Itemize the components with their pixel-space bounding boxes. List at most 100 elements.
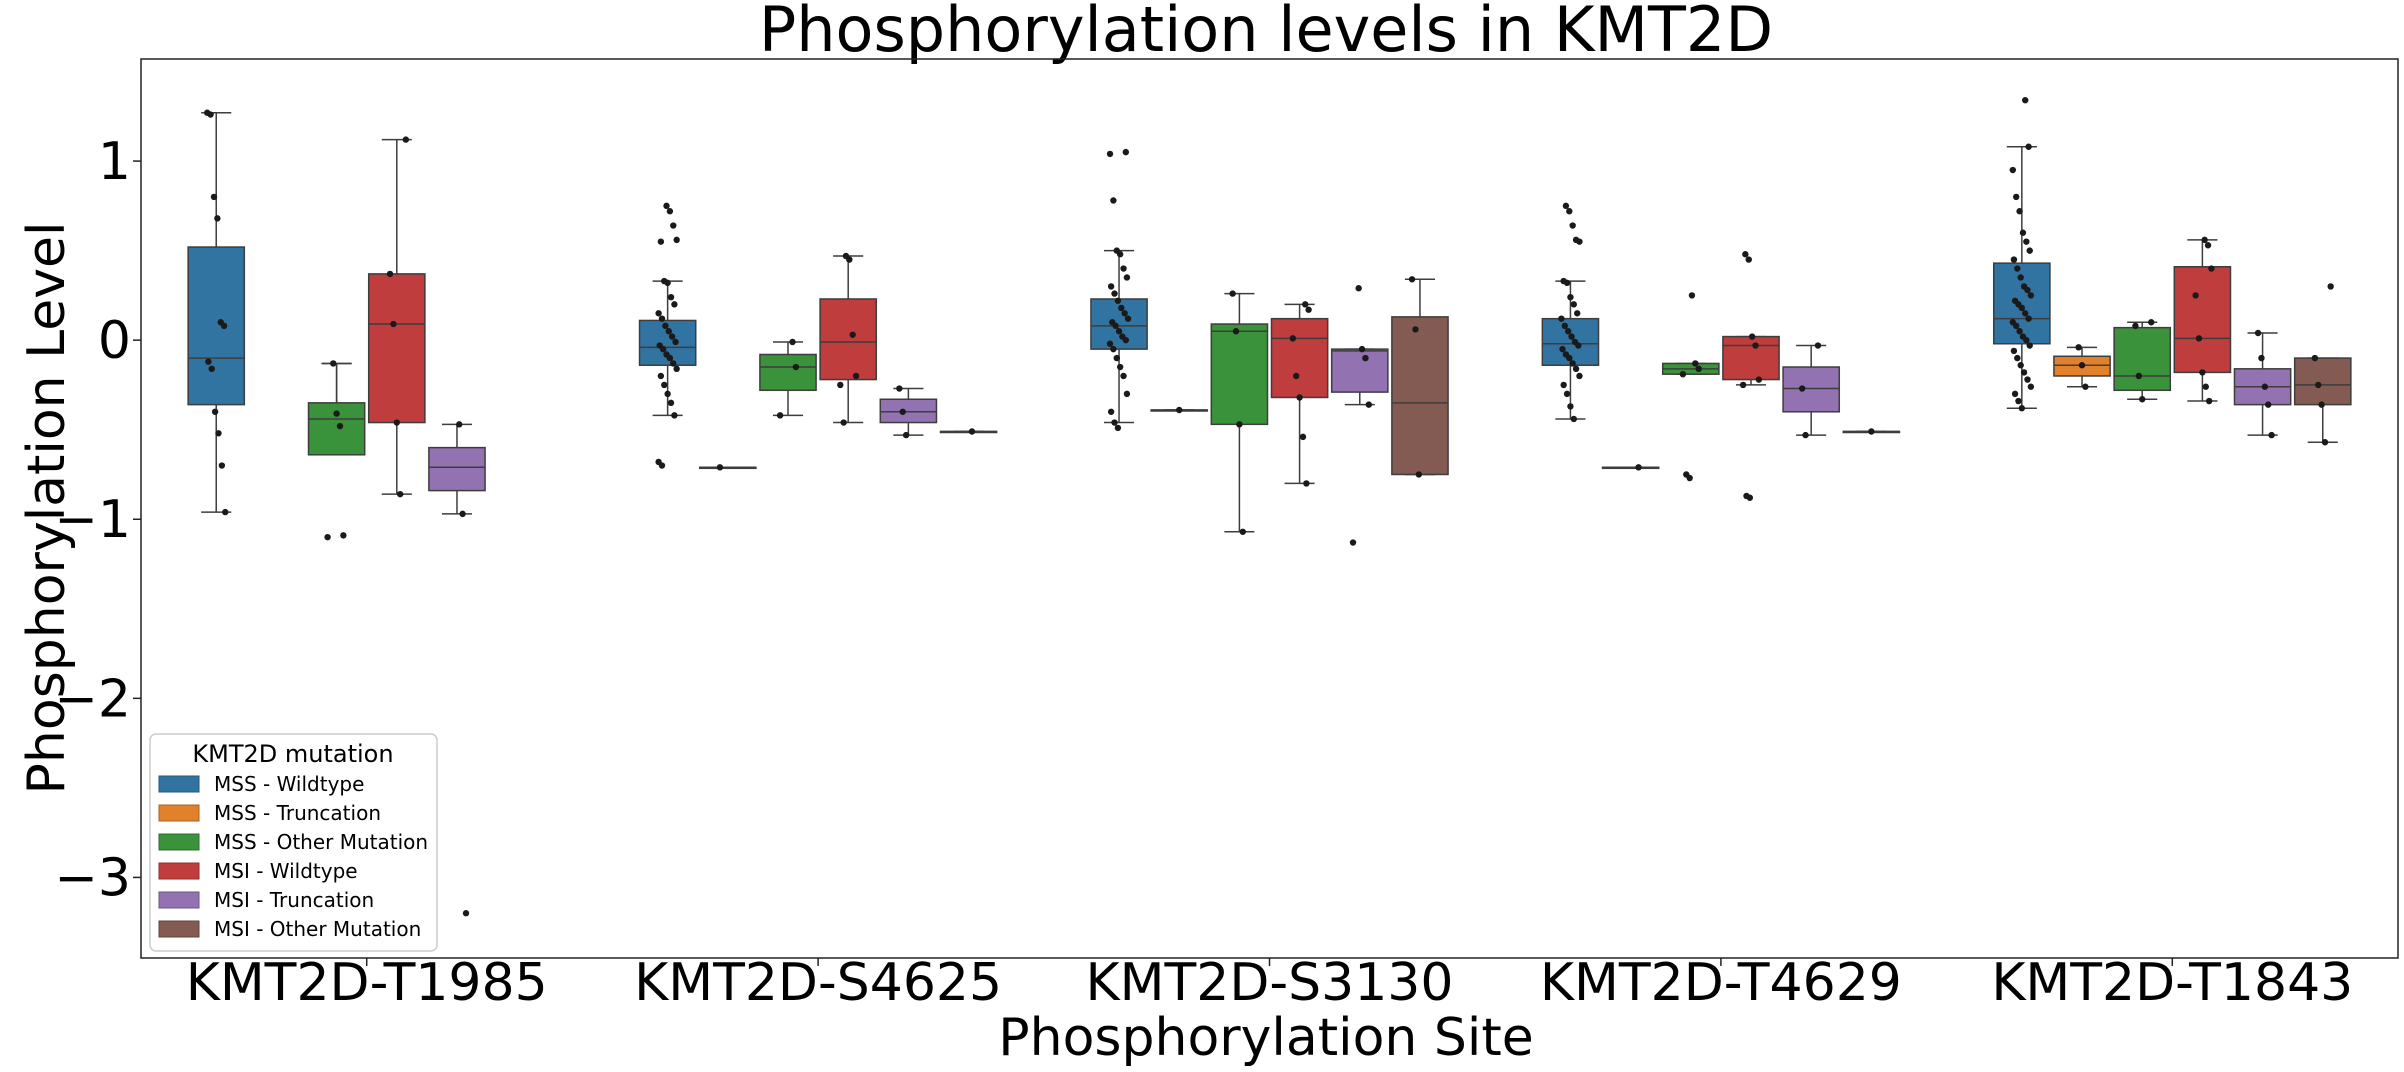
box-1-2 xyxy=(759,341,817,417)
data-point xyxy=(1305,306,1312,313)
data-point xyxy=(662,322,669,330)
data-point xyxy=(2027,383,2035,390)
legend-label: MSI - Truncation xyxy=(214,888,374,912)
data-point xyxy=(2018,405,2026,412)
data-point xyxy=(1115,328,1123,335)
data-point xyxy=(792,363,800,371)
data-point xyxy=(1123,274,1131,281)
data-point xyxy=(211,408,219,415)
data-point xyxy=(846,256,853,263)
x-tick-label: KMT2D-T1985 xyxy=(186,953,548,1013)
box-4-4 xyxy=(2233,332,2292,436)
box-body xyxy=(2293,357,2352,406)
legend-swatch xyxy=(158,833,200,851)
box-body xyxy=(879,398,938,424)
data-point xyxy=(658,315,666,322)
data-point xyxy=(1746,494,1754,501)
data-point xyxy=(207,111,214,118)
box-3-2 xyxy=(1661,362,1720,375)
box-body xyxy=(1330,348,1389,393)
data-point xyxy=(1572,365,1580,373)
x-tick-label: KMT2D-T1843 xyxy=(1991,953,2353,1013)
data-point xyxy=(840,419,847,426)
data-point xyxy=(2022,310,2029,317)
box-body xyxy=(1782,366,1841,413)
data-point xyxy=(402,136,410,143)
legend-swatch xyxy=(158,891,200,909)
data-point xyxy=(852,372,860,380)
box-body xyxy=(2173,265,2232,374)
box-1-5 xyxy=(939,430,998,434)
box-0-2 xyxy=(307,362,366,456)
data-point xyxy=(2015,397,2022,405)
data-point xyxy=(671,412,678,419)
data-point xyxy=(2321,439,2329,446)
x-axis-label: Phosphorylation Site xyxy=(998,1008,1533,1068)
data-point xyxy=(2017,274,2024,281)
data-point xyxy=(336,422,344,430)
data-point xyxy=(2017,362,2024,369)
box-2-5 xyxy=(1391,278,1449,476)
legend-label: MSI - Wildtype xyxy=(214,859,358,883)
data-point xyxy=(1798,385,1806,392)
data-point xyxy=(2078,362,2086,369)
box-3-3 xyxy=(1722,335,1780,386)
legend-swatch xyxy=(158,920,200,938)
data-point xyxy=(789,338,796,346)
box-body xyxy=(1722,335,1780,381)
data-point xyxy=(2025,315,2032,322)
legend: KMT2D mutation MSS - Wildtype MSS - Trunc… xyxy=(149,733,438,952)
data-point xyxy=(1558,315,1565,322)
data-point xyxy=(1560,381,1567,389)
data-point xyxy=(1576,372,1583,380)
data-point xyxy=(1742,251,1749,258)
legend-swatch xyxy=(158,862,200,880)
data-point xyxy=(1562,202,1570,210)
box-body xyxy=(1391,316,1449,476)
y-axis-ticks: 1 0 −1 −2 −3 xyxy=(54,132,141,908)
data-point xyxy=(1559,345,1566,353)
legend-label: MSI - Other Mutation xyxy=(214,917,421,941)
data-point xyxy=(2199,369,2206,376)
box-body xyxy=(367,273,426,424)
data-point xyxy=(2327,283,2334,290)
data-point xyxy=(1176,406,1183,414)
data-point xyxy=(1566,208,1573,215)
box-body xyxy=(428,446,486,492)
data-point xyxy=(1412,326,1419,333)
legend-label: MSS - Truncation xyxy=(214,801,381,825)
data-point xyxy=(1114,297,1122,304)
data-point xyxy=(340,532,347,539)
data-point xyxy=(2318,401,2325,408)
box-1-3 xyxy=(819,255,878,424)
data-point xyxy=(1120,265,1127,272)
data-point xyxy=(2014,265,2021,272)
data-point xyxy=(1110,345,1117,353)
data-point xyxy=(902,431,910,439)
data-point xyxy=(2132,322,2139,330)
data-point xyxy=(1106,150,1114,158)
data-point xyxy=(1688,292,1696,299)
data-point xyxy=(664,390,671,398)
box-body xyxy=(759,353,817,392)
legend-frame xyxy=(149,733,438,952)
data-point xyxy=(1692,360,1699,367)
data-point xyxy=(657,238,665,245)
data-point xyxy=(1121,310,1128,317)
data-point xyxy=(1116,363,1124,371)
data-point xyxy=(1123,390,1131,398)
data-point xyxy=(2268,431,2275,439)
x-tick-label: KMT2D-T4629 xyxy=(1540,953,1902,1013)
data-point xyxy=(1567,293,1574,301)
box-1-4 xyxy=(879,387,938,436)
data-point xyxy=(2014,354,2021,362)
data-point xyxy=(2012,193,2020,201)
data-point xyxy=(1362,354,1369,362)
data-point xyxy=(1564,328,1572,335)
data-point xyxy=(2082,383,2089,390)
data-point xyxy=(1686,474,1693,482)
box-0-3 xyxy=(367,138,426,495)
box-3-0 xyxy=(1541,280,1600,420)
data-point xyxy=(658,462,666,469)
legend-label: MSS - Other Mutation xyxy=(214,830,428,854)
